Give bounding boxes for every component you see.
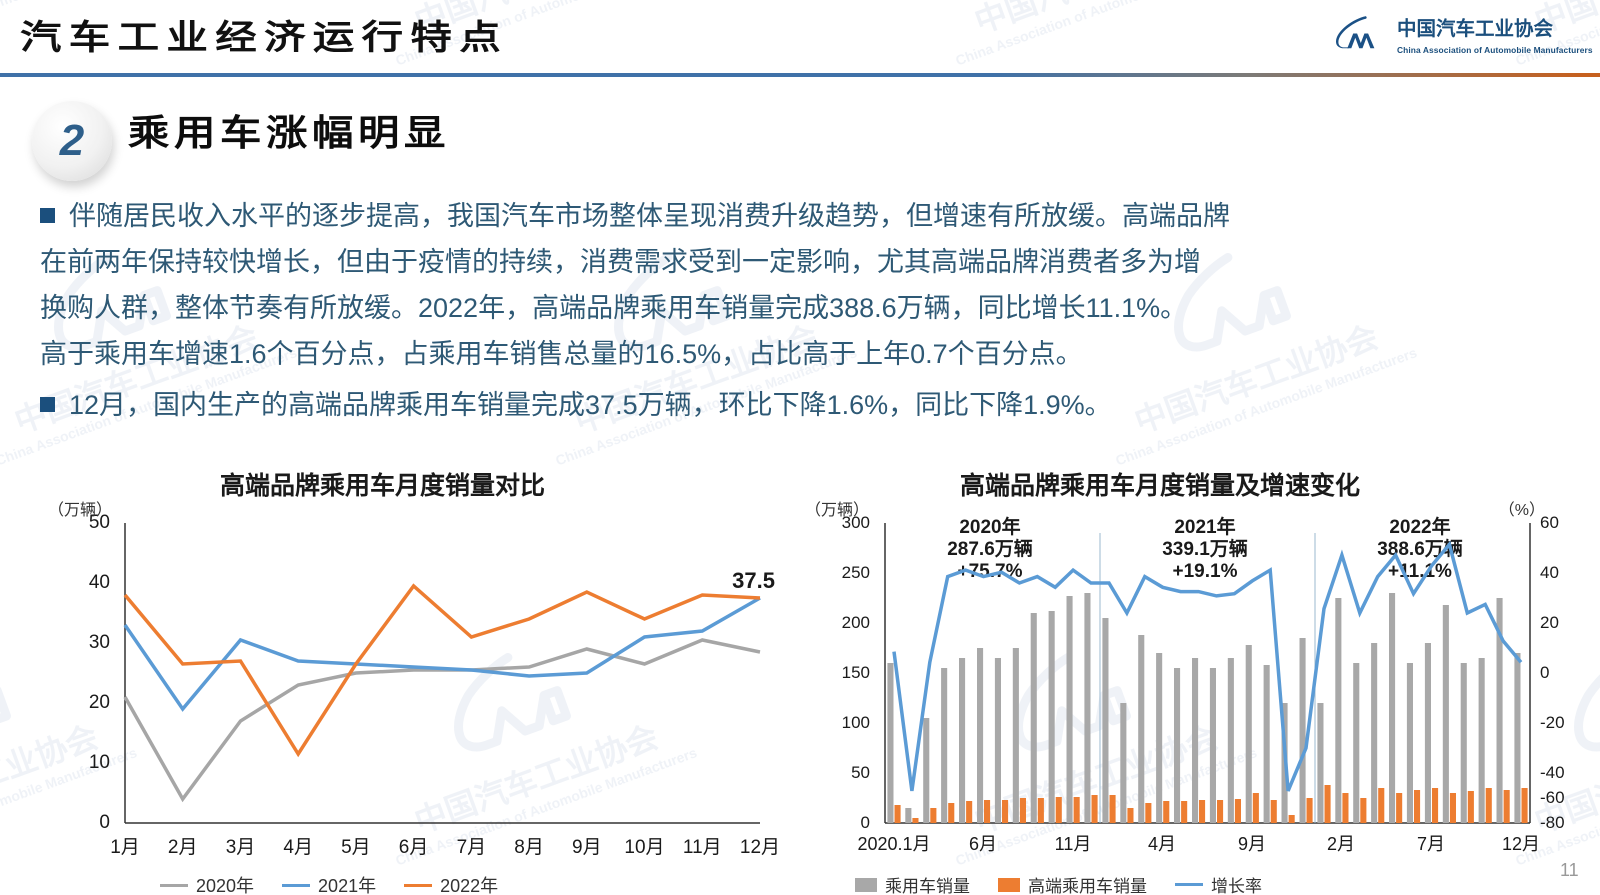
svg-text:12月: 12月 [740, 837, 780, 858]
svg-text:10月: 10月 [624, 837, 664, 858]
svg-text:20: 20 [1540, 613, 1559, 632]
svg-text:250: 250 [842, 563, 870, 582]
svg-text:2月: 2月 [168, 837, 198, 858]
svg-text:3月: 3月 [226, 837, 256, 858]
svg-text:0: 0 [1540, 663, 1549, 682]
svg-text:4月: 4月 [283, 837, 313, 858]
svg-text:11月: 11月 [683, 837, 722, 858]
svg-text:+11.1%: +11.1% [1388, 561, 1452, 582]
svg-text:150: 150 [842, 663, 870, 682]
svg-text:40: 40 [89, 572, 110, 593]
svg-text:6月: 6月 [399, 837, 429, 858]
svg-text:339.1万辆: 339.1万辆 [1162, 537, 1248, 560]
svg-text:50: 50 [851, 763, 870, 782]
svg-text:20: 20 [89, 692, 110, 713]
svg-text:12月: 12月 [1502, 834, 1540, 854]
svg-text:0: 0 [99, 812, 110, 833]
svg-text:2月: 2月 [1327, 834, 1355, 854]
svg-text:8月: 8月 [514, 837, 544, 858]
svg-text:7月: 7月 [457, 837, 487, 858]
svg-text:30: 30 [89, 632, 110, 653]
svg-text:9月: 9月 [572, 837, 602, 858]
svg-text:-60: -60 [1540, 788, 1565, 807]
svg-text:11月: 11月 [1055, 834, 1092, 854]
svg-text:37.5: 37.5 [732, 568, 775, 593]
svg-text:2021年: 2021年 [1174, 515, 1235, 538]
svg-text:6月: 6月 [969, 834, 997, 854]
svg-text:9月: 9月 [1238, 834, 1266, 854]
svg-text:-20: -20 [1540, 713, 1565, 732]
svg-text:40: 40 [1540, 563, 1559, 582]
svg-text:2020年: 2020年 [959, 515, 1020, 538]
svg-text:2022年: 2022年 [1389, 515, 1450, 538]
svg-text:200: 200 [842, 613, 870, 632]
svg-text:287.6万辆: 287.6万辆 [947, 537, 1033, 560]
svg-text:2020.1月: 2020.1月 [857, 834, 930, 854]
svg-text:0: 0 [861, 813, 870, 832]
svg-text:-80: -80 [1540, 813, 1565, 832]
svg-text:4月: 4月 [1148, 834, 1176, 854]
svg-text:7月: 7月 [1417, 834, 1445, 854]
svg-text:100: 100 [842, 713, 870, 732]
svg-text:10: 10 [89, 752, 110, 773]
svg-text:1月: 1月 [110, 837, 140, 858]
svg-text:-40: -40 [1540, 763, 1565, 782]
svg-text:+19.1%: +19.1% [1173, 561, 1238, 582]
svg-text:5月: 5月 [341, 837, 371, 858]
